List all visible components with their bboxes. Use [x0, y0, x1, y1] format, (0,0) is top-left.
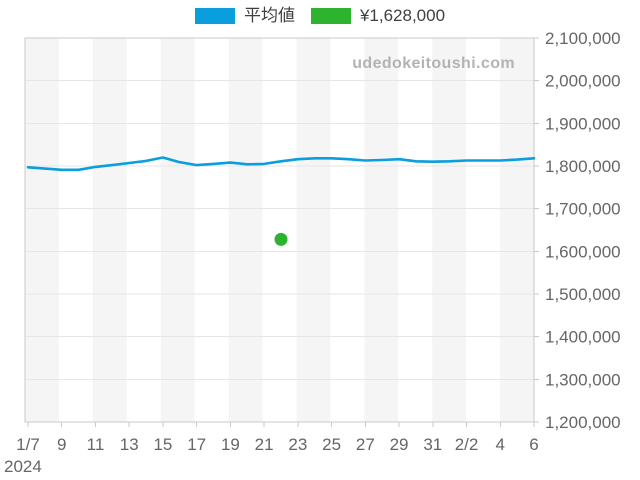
x-axis-label: 4 — [496, 435, 505, 454]
plot-band — [364, 38, 399, 422]
x-axis-label: 15 — [153, 435, 172, 454]
chart-legend: 平均値 ¥1,628,000 — [0, 7, 640, 25]
y-axis-label: 2,100,000 — [545, 29, 621, 48]
x-axis-label: 29 — [390, 435, 409, 454]
x-axis-label: 21 — [255, 435, 274, 454]
plot-band — [160, 38, 195, 422]
plot-border — [24, 37, 535, 423]
x-axis-label: 13 — [120, 435, 139, 454]
x-axis-label: 19 — [221, 435, 240, 454]
plot-band — [398, 38, 433, 422]
y-axis-label: 1,700,000 — [545, 200, 621, 219]
plot-band — [194, 38, 229, 422]
legend-swatch-average-price — [194, 8, 235, 24]
x-axis-label: 6 — [529, 435, 538, 454]
y-axis-label: 1,900,000 — [545, 114, 621, 133]
plot-band — [262, 38, 297, 422]
plot-band — [25, 38, 59, 422]
plot-band — [296, 38, 331, 422]
x-axis-label: 17 — [187, 435, 206, 454]
plot-band — [432, 38, 467, 422]
plot-band — [330, 38, 365, 422]
plot-band — [58, 38, 93, 422]
y-axis-label: 1,200,000 — [545, 413, 621, 432]
legend-item-average-price[interactable]: 平均値 — [194, 6, 295, 25]
y-axis-label: 1,500,000 — [545, 285, 621, 304]
legend-swatch-listed-price — [310, 8, 351, 24]
plot-band — [126, 38, 161, 422]
y-axis-label: 1,300,000 — [545, 370, 621, 389]
x-axis-label: 1/7 — [16, 435, 40, 454]
y-axis-label: 1,600,000 — [545, 242, 621, 261]
x-axis-label: 31 — [423, 435, 442, 454]
x-axis-label: 23 — [288, 435, 307, 454]
x-axis-label: 2/2 — [455, 435, 479, 454]
legend-label-average-price: 平均値 — [243, 6, 295, 25]
watermark: udedokeitoushi.com — [352, 55, 515, 72]
x-axis-label: 25 — [322, 435, 341, 454]
x-axis-label: 9 — [57, 435, 66, 454]
plot-band — [92, 38, 127, 422]
y-axis-label: 1,800,000 — [545, 157, 621, 176]
listed-price-point[interactable] — [274, 232, 288, 246]
plot-band — [228, 38, 263, 422]
y-axis-label: 1,400,000 — [545, 328, 621, 347]
legend-item-listed-price[interactable]: ¥1,628,000 — [310, 6, 446, 25]
x-axis-year-label: 2024 — [4, 457, 42, 476]
x-axis-label: 27 — [356, 435, 375, 454]
average-price-line[interactable] — [26, 156, 536, 172]
x-axis-label: 11 — [87, 435, 105, 454]
plot-band — [500, 38, 534, 422]
plot-band — [466, 38, 501, 422]
legend-label-listed-price: ¥1,628,000 — [359, 6, 446, 25]
y-axis-label: 2,000,000 — [545, 72, 621, 91]
